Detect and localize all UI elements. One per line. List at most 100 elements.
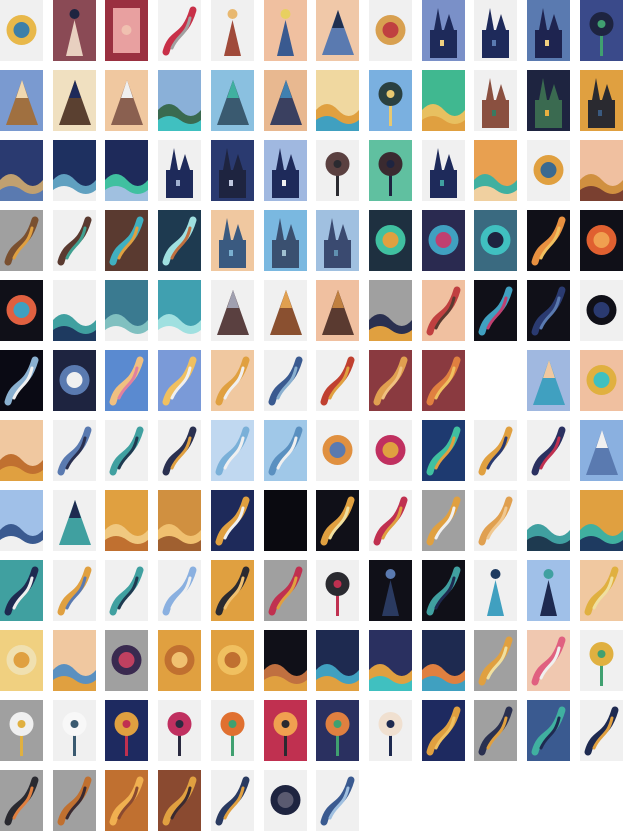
art-tile-shadow-figure[interactable]: [368, 560, 412, 621]
art-tile-mountain[interactable]: [0, 70, 43, 131]
art-tile-pink-flame[interactable]: [527, 630, 570, 691]
art-tile-giant-tree[interactable]: [579, 0, 623, 61]
art-tile-spark-line[interactable]: [210, 490, 254, 551]
art-tile-teal-wave[interactable]: [527, 490, 570, 551]
art-tile-teal-vines[interactable]: [421, 420, 465, 481]
art-tile-dark-swirl[interactable]: [368, 280, 412, 341]
art-tile-slash-marks[interactable]: [368, 350, 412, 411]
art-tile-dark-claw[interactable]: [579, 700, 623, 761]
art-tile-coast-swirl[interactable]: [52, 630, 96, 691]
art-tile-cosmic-river[interactable]: [368, 630, 412, 691]
art-tile-coast[interactable]: [474, 140, 518, 201]
art-tile-dark-orb[interactable]: [579, 280, 623, 341]
art-tile-golden-swirl[interactable]: [579, 140, 623, 201]
art-tile-dark-drip[interactable]: [0, 560, 43, 621]
art-tile-flame-ribbon[interactable]: [368, 490, 412, 551]
art-tile-dark-orb[interactable]: [263, 770, 307, 831]
art-tile-palm-flower[interactable]: [105, 700, 149, 761]
art-tile-crescent[interactable]: [474, 490, 518, 551]
art-tile-flower-bush[interactable]: [316, 700, 360, 761]
art-tile-waterfall[interactable]: [158, 210, 202, 271]
art-tile-cosmic-river[interactable]: [316, 630, 360, 691]
art-tile-teal-blade[interactable]: [527, 700, 570, 761]
art-tile-slash-marks[interactable]: [421, 350, 465, 411]
art-tile-warrior-figure[interactable]: [210, 0, 254, 61]
art-tile-pagoda[interactable]: [421, 140, 465, 201]
art-tile-desert[interactable]: [421, 70, 465, 131]
art-tile-small-heart-plant[interactable]: [158, 0, 202, 61]
art-tile-spiky-flower[interactable]: [158, 700, 202, 761]
art-tile-city-skyline[interactable]: [316, 210, 360, 271]
art-tile-urchin[interactable]: [158, 420, 202, 481]
art-tile-palm-beach[interactable]: [368, 70, 412, 131]
art-tile-golden-urchin[interactable]: [158, 770, 202, 831]
art-tile-mushroom-cloud[interactable]: [368, 140, 412, 201]
art-tile-teal-splatter[interactable]: [421, 560, 465, 621]
art-tile-scroll-tube[interactable]: [316, 770, 360, 831]
art-tile-sword[interactable]: [263, 350, 307, 411]
art-tile-ocean-layers[interactable]: [0, 490, 43, 551]
art-tile-palm-flower[interactable]: [263, 700, 307, 761]
art-tile-bird-head[interactable]: [210, 770, 254, 831]
art-tile-teal-crystal[interactable]: [52, 490, 96, 551]
art-tile-flame-feather[interactable]: [316, 350, 360, 411]
art-tile-teal-wave[interactable]: [579, 490, 623, 551]
art-tile-lake-mountain[interactable]: [210, 70, 254, 131]
art-tile-ghost-cloak[interactable]: [527, 560, 570, 621]
art-tile-green-portal[interactable]: [368, 210, 412, 271]
art-tile-empty-dark[interactable]: [263, 490, 307, 551]
art-tile-cosmic-river[interactable]: [421, 630, 465, 691]
art-tile-lake-town[interactable]: [158, 70, 202, 131]
art-tile-card-hearts[interactable]: [105, 0, 149, 61]
art-tile-dark-ring[interactable]: [105, 630, 149, 691]
art-tile-castle-silhouette[interactable]: [527, 0, 570, 61]
art-tile-white-flower[interactable]: [0, 700, 43, 761]
art-tile-golden-swirl[interactable]: [0, 420, 43, 481]
art-tile-spark-trail[interactable]: [421, 700, 465, 761]
art-tile-comet[interactable]: [210, 350, 254, 411]
art-tile-spire[interactable]: [263, 140, 307, 201]
art-tile-gold-coin[interactable]: [0, 0, 43, 61]
art-tile-dark-cave[interactable]: [474, 210, 518, 271]
art-tile-aurora[interactable]: [105, 140, 149, 201]
art-tile-white-flower[interactable]: [52, 700, 96, 761]
art-tile-feather[interactable]: [158, 560, 202, 621]
art-tile-desert[interactable]: [316, 70, 360, 131]
art-tile-gold-flower[interactable]: [579, 630, 623, 691]
art-tile-dark-ruins[interactable]: [527, 70, 570, 131]
art-tile-mountain[interactable]: [52, 70, 96, 131]
art-tile-golden-burst[interactable]: [316, 490, 360, 551]
art-tile-mountain[interactable]: [105, 70, 149, 131]
art-tile-ring-portal[interactable]: [316, 420, 360, 481]
art-tile-mushroom-cloud[interactable]: [316, 140, 360, 201]
art-tile-sand-dune[interactable]: [158, 490, 202, 551]
art-tile-castle-silhouette[interactable]: [474, 0, 518, 61]
art-tile-ripple-night[interactable]: [263, 630, 307, 691]
art-tile-sparkle-burst[interactable]: [158, 350, 202, 411]
art-tile-teal-streaks[interactable]: [105, 420, 149, 481]
art-tile-stone-column[interactable]: [0, 770, 43, 831]
art-tile-flames[interactable]: [527, 210, 570, 271]
art-tile-mountain-range[interactable]: [579, 420, 623, 481]
art-tile-gold-ring[interactable]: [158, 630, 202, 691]
art-tile-night-plain[interactable]: [52, 140, 96, 201]
art-tile-lake-mountain[interactable]: [263, 70, 307, 131]
art-tile-sand-dune[interactable]: [105, 490, 149, 551]
art-tile-city-skyline[interactable]: [263, 210, 307, 271]
art-tile-teal-cave[interactable]: [421, 210, 465, 271]
art-tile-light-pillar[interactable]: [474, 630, 518, 691]
art-tile-star-ice[interactable]: [52, 560, 96, 621]
art-tile-gem-shard[interactable]: [527, 350, 570, 411]
art-tile-urchin[interactable]: [474, 700, 518, 761]
art-tile-city-skyline[interactable]: [210, 210, 254, 271]
art-tile-shadow-tree[interactable]: [316, 560, 360, 621]
art-tile-rock-spire[interactable]: [316, 280, 360, 341]
art-tile-ice-wall[interactable]: [210, 420, 254, 481]
art-tile-crystal[interactable]: [316, 0, 360, 61]
art-tile-spire-moons[interactable]: [210, 140, 254, 201]
art-tile-rainbow-cloud[interactable]: [105, 350, 149, 411]
art-tile-wave-swirl[interactable]: [105, 280, 149, 341]
art-tile-night-plain[interactable]: [0, 140, 43, 201]
art-tile-wave-swirl[interactable]: [52, 280, 96, 341]
art-tile-blue-dress-figure[interactable]: [263, 0, 307, 61]
